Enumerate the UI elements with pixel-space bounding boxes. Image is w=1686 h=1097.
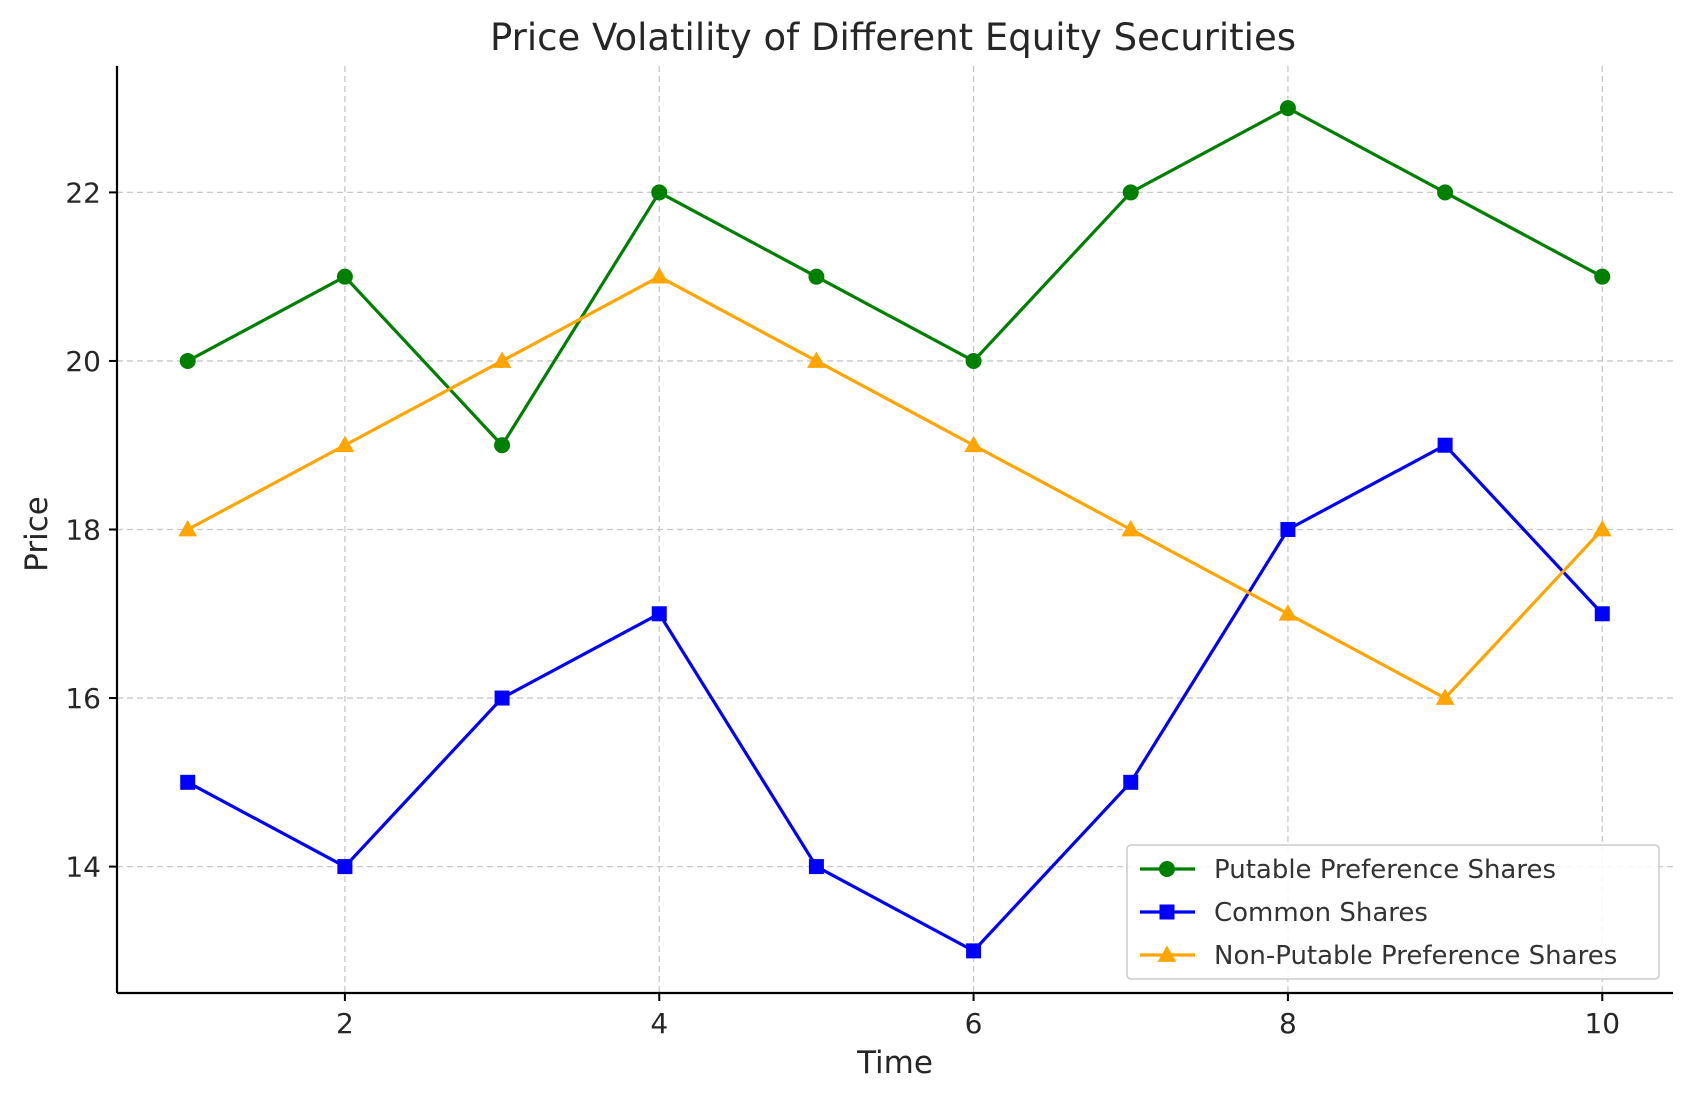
legend-box: [1126, 844, 1660, 980]
data-point: [1278, 604, 1298, 621]
data-point: [337, 859, 353, 875]
data-point: [1437, 437, 1453, 453]
data-point: [335, 435, 355, 453]
data-point: [336, 268, 353, 285]
y-tick-label: 16: [65, 682, 101, 715]
data-point: [494, 690, 510, 706]
x-tick-label: 10: [1584, 1007, 1620, 1040]
data-point: [180, 774, 196, 790]
y-tick-label: 18: [65, 514, 101, 547]
series-layer: [178, 100, 1612, 959]
data-point: [1435, 688, 1455, 705]
data-point: [1121, 519, 1141, 537]
data-point: [179, 352, 196, 369]
data-point: [1437, 184, 1454, 201]
data-point: [651, 606, 667, 622]
series-triangle-2: [178, 267, 1612, 705]
y-tick-label: 20: [65, 345, 101, 378]
data-point: [1122, 184, 1139, 201]
data-point: [1280, 522, 1296, 537]
data-point: [178, 519, 198, 537]
y-axis-ticks: 14 16 18 20 22: [65, 176, 117, 884]
legend-marker: [1159, 904, 1175, 920]
legend-marker: [1157, 945, 1177, 962]
data-point: [1592, 519, 1612, 537]
x-axis-label: Time: [856, 1045, 933, 1081]
data-point: [966, 943, 982, 959]
y-axis-label: Price: [19, 496, 55, 572]
data-point: [494, 437, 511, 454]
x-tick-label: 8: [1279, 1007, 1297, 1040]
legend-label: Non-Putable Preference Shares: [1214, 941, 1617, 971]
legend-item: Putable Preference Shares: [1140, 855, 1556, 885]
data-point: [1594, 606, 1610, 622]
series-line: [186, 443, 1604, 953]
legend-label: Putable Preference Shares: [1214, 855, 1556, 885]
series-square-1: [180, 437, 1610, 959]
data-point: [651, 184, 668, 201]
x-tick-label: 4: [650, 1007, 668, 1040]
y-tick-label: 14: [65, 851, 101, 884]
data-point: [808, 268, 825, 285]
data-point: [1279, 100, 1296, 117]
legend-item: Common Shares: [1140, 898, 1428, 928]
x-tick-label: 2: [336, 1007, 354, 1040]
x-tick-label: 6: [965, 1007, 983, 1040]
data-point: [1123, 774, 1139, 790]
data-point: [808, 859, 824, 875]
data-point: [965, 352, 982, 369]
legend-label: Common Shares: [1214, 898, 1428, 928]
series-line: [186, 275, 1604, 700]
data-point: [807, 351, 826, 368]
data-point: [492, 351, 512, 368]
legend-item: Non-Putable Preference Shares: [1140, 941, 1617, 971]
series-line: [186, 106, 1604, 447]
data-point: [964, 435, 983, 453]
data-point: [649, 267, 669, 284]
y-tick-label: 22: [65, 176, 101, 209]
x-axis-ticks: 2 4 6 8 10: [336, 993, 1620, 1040]
chart-title: Price Volatility of Different Equity Sec…: [490, 16, 1296, 59]
legend-marker: [1159, 861, 1175, 877]
series-circle-0: [179, 100, 1611, 454]
data-point: [1594, 268, 1611, 285]
legend: Putable Preference Shares Common Shares No…: [1126, 844, 1660, 980]
